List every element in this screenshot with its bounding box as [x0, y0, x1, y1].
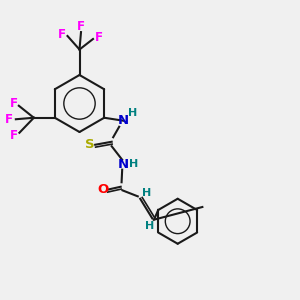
Text: O: O	[98, 183, 109, 196]
Text: F: F	[77, 20, 85, 33]
Text: F: F	[9, 97, 17, 110]
Text: F: F	[94, 31, 102, 44]
Text: H: H	[145, 221, 154, 231]
Text: N: N	[118, 158, 129, 171]
Text: F: F	[5, 113, 13, 126]
Text: H: H	[129, 159, 138, 169]
Text: N: N	[118, 114, 129, 127]
Text: H: H	[128, 108, 137, 118]
Text: F: F	[58, 28, 66, 41]
Text: H: H	[142, 188, 151, 198]
Text: F: F	[10, 129, 18, 142]
Text: S: S	[85, 138, 94, 151]
